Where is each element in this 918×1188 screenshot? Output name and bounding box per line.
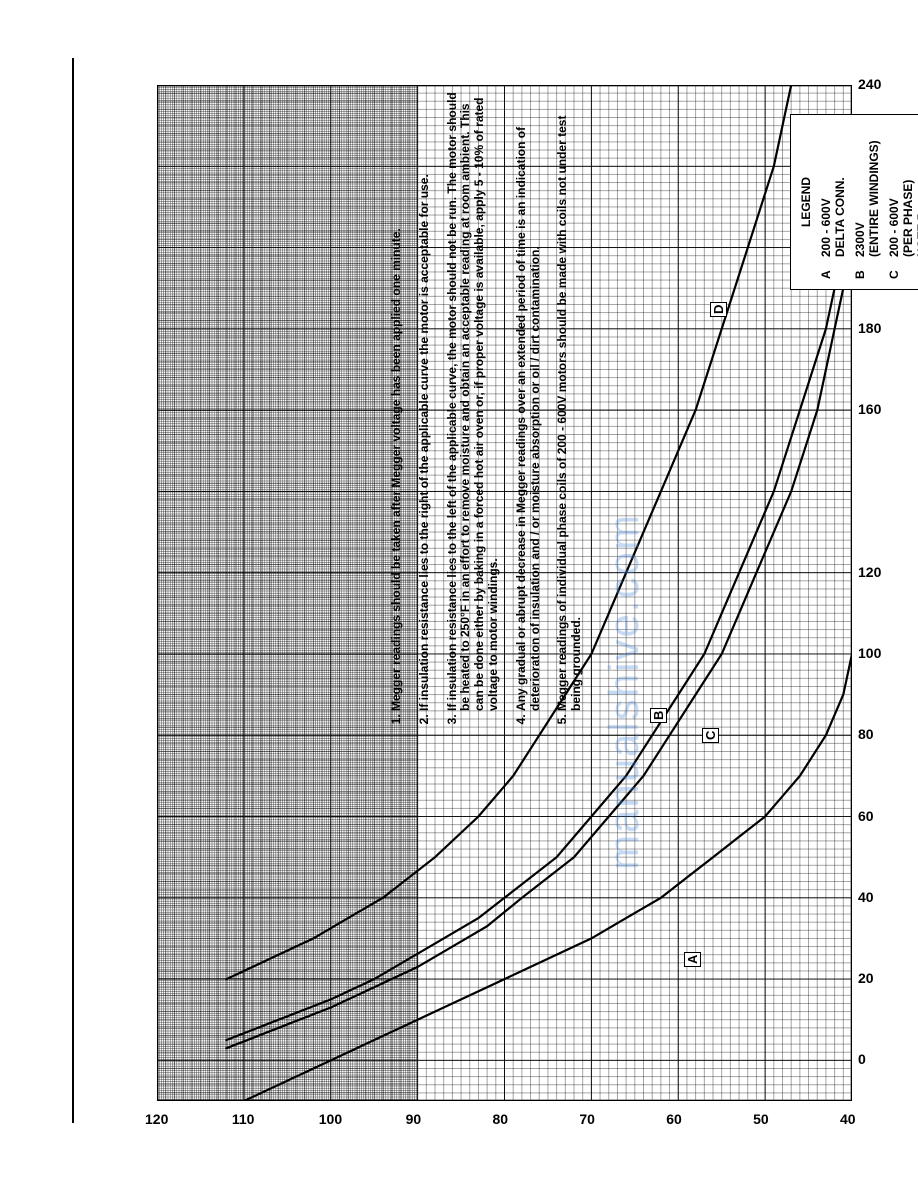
- x-tick-label: 0: [858, 1051, 866, 1067]
- note-item: If insulation resistance lies to the lef…: [446, 83, 501, 711]
- curve-label-C: C: [702, 728, 719, 743]
- notes: Megger readings should be taken after Me…: [390, 83, 598, 733]
- legend-key: A: [819, 257, 847, 279]
- x-tick-label: 240: [858, 76, 881, 92]
- y-tick-label: 80: [493, 1111, 509, 1127]
- y-tick-label: 50: [753, 1111, 769, 1127]
- legend-title: LEGEND: [799, 125, 813, 279]
- x-tick-label: 20: [858, 970, 874, 986]
- note-item: Megger readings should be taken after Me…: [390, 83, 404, 711]
- x-tick-label: 120: [858, 564, 881, 580]
- x-tick-label: 100: [858, 645, 881, 661]
- note-item: If insulation resistance lies to the rig…: [418, 83, 432, 711]
- x-tick-label: 180: [858, 320, 881, 336]
- legend-row: A200 - 600VDELTA CONN.: [819, 125, 847, 279]
- y-tick-label: 60: [666, 1111, 682, 1127]
- legend-key: B: [853, 257, 881, 279]
- legend-row: C200 - 600V(PER PHASE)NOTE 5: [887, 125, 918, 279]
- page-rule: [72, 58, 74, 1123]
- x-tick-label: 80: [858, 726, 874, 742]
- y-tick-label: 110: [232, 1111, 255, 1127]
- y-tick-label: 70: [579, 1111, 595, 1127]
- curve-label-D: D: [710, 301, 727, 316]
- x-tick-label: 40: [858, 889, 874, 905]
- legend: LEGEND A200 - 600VDELTA CONN.B2300V(ENTI…: [790, 114, 918, 290]
- curve-label-B: B: [650, 708, 667, 723]
- legend-value: 200 - 600VDELTA CONN.: [819, 125, 847, 257]
- x-tick-label: 160: [858, 401, 881, 417]
- page: 020406080100120160180200220240 405060708…: [0, 0, 918, 1188]
- y-tick-label: 100: [319, 1111, 342, 1127]
- y-tick-label: 90: [406, 1111, 422, 1127]
- note-item: Any gradual or abrupt decrease in Megger…: [515, 83, 543, 711]
- legend-row: B2300V(ENTIRE WINDINGS): [853, 125, 881, 279]
- x-tick-label: 60: [858, 808, 874, 824]
- note-item: Megger readings of individual phase coil…: [556, 83, 584, 711]
- y-tick-label: 40: [840, 1111, 856, 1127]
- curve-label-A: A: [684, 951, 701, 966]
- legend-value: 200 - 600V(PER PHASE)NOTE 5: [887, 125, 918, 257]
- legend-key: C: [887, 257, 918, 279]
- legend-value: 2300V(ENTIRE WINDINGS): [853, 125, 881, 257]
- y-tick-label: 120: [145, 1111, 168, 1127]
